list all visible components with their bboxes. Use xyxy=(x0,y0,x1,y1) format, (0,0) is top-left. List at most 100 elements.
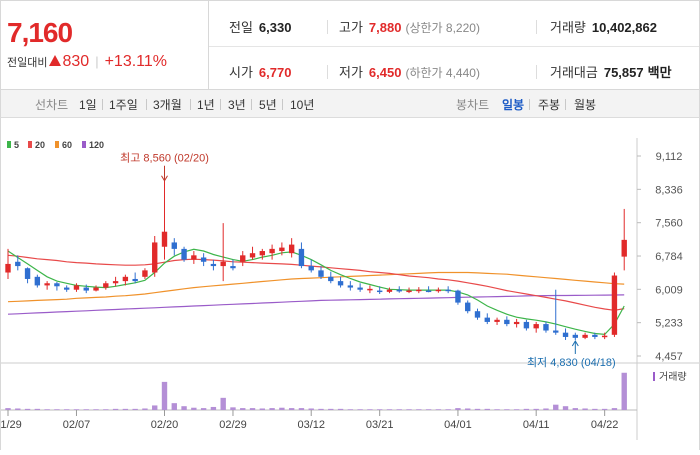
tab-monthly[interactable]: 월봉 xyxy=(574,98,597,112)
candle-body xyxy=(298,248,305,267)
tab-5y[interactable]: 5년 xyxy=(259,98,277,112)
x-tick-label: 02/29 xyxy=(219,419,247,431)
tab-1y[interactable]: 1년 xyxy=(197,98,215,112)
current-price: 7,160 xyxy=(7,17,73,48)
line-chart-label: 선차트 xyxy=(35,98,69,112)
candle-body xyxy=(63,287,70,290)
stat-label: 고가 xyxy=(339,20,363,35)
change-value: 830 xyxy=(62,53,90,70)
max-arrow-icon xyxy=(161,175,168,182)
volume-bar xyxy=(93,409,99,410)
volume-bar xyxy=(44,409,50,410)
volume-bar xyxy=(181,406,187,410)
tab-1w[interactable]: 1주일 xyxy=(109,98,138,112)
candle-body xyxy=(367,288,373,291)
divider xyxy=(327,65,328,79)
candle-body xyxy=(416,289,422,292)
candle-body xyxy=(386,289,393,292)
stat-label: 저가 xyxy=(339,65,363,80)
stat-label: 거래량 xyxy=(550,20,586,35)
y-tick-label: 4,457 xyxy=(655,351,683,363)
divider xyxy=(327,20,328,34)
volume-bar xyxy=(474,408,481,410)
candle-body xyxy=(24,268,31,279)
candle-body xyxy=(533,324,539,329)
volume-bar xyxy=(112,408,119,410)
volume-bar xyxy=(298,408,305,410)
legend-swatch xyxy=(82,141,86,148)
tab-1d[interactable]: 1일 xyxy=(79,98,97,112)
candle-body xyxy=(308,266,314,271)
volume-bar xyxy=(220,397,226,410)
candle-body xyxy=(474,311,481,318)
volume-bar xyxy=(152,405,158,410)
volume-bar xyxy=(122,408,129,410)
candle-body xyxy=(494,319,500,322)
stat-value: 75,857 xyxy=(603,65,644,80)
y-tick-label: 5,233 xyxy=(655,318,683,330)
volume-bar xyxy=(582,408,588,410)
ma60-line xyxy=(7,271,625,303)
candle-body xyxy=(210,263,217,267)
candle-body xyxy=(191,255,197,260)
candle-body xyxy=(200,257,207,262)
candle-body xyxy=(337,281,344,286)
volume-bar xyxy=(240,408,246,410)
candle-chart-label: 봉차트 xyxy=(456,98,490,112)
volume-bar xyxy=(24,408,31,410)
volume-bar xyxy=(83,409,89,410)
change-rate: +13.11% xyxy=(104,53,167,70)
candle-body xyxy=(73,285,80,290)
stat-value: 6,770 xyxy=(258,65,292,80)
candle-body xyxy=(240,255,246,262)
volume-bar xyxy=(73,409,80,410)
candle-body xyxy=(572,334,579,338)
candle-body xyxy=(220,261,226,267)
tab-weekly[interactable]: 주봉 xyxy=(538,98,561,112)
tab-3y[interactable]: 3년 xyxy=(228,98,246,112)
volume-bar xyxy=(171,403,177,410)
candle-body xyxy=(269,248,275,254)
x-tick-label: 01/29 xyxy=(1,419,22,431)
divider xyxy=(529,99,530,110)
candle-body xyxy=(142,270,148,277)
volume-bar xyxy=(523,408,530,410)
x-tick-label: 04/01 xyxy=(444,419,472,431)
candle-body xyxy=(259,251,266,256)
chart-period-toolbar: 선차트 1일 1주일 3개월 1년 3년 5년 10년 봉차트 일봉 주봉 월봉 xyxy=(0,90,700,118)
volume-bar xyxy=(210,406,217,410)
tab-3m[interactable]: 3개월 xyxy=(153,98,182,112)
candle-body xyxy=(15,261,21,267)
volume-bar xyxy=(592,408,598,410)
volume-bar xyxy=(562,406,569,410)
y-tick-label: 9,112 xyxy=(656,151,683,163)
candle-body xyxy=(328,276,334,282)
candle-body xyxy=(621,239,627,257)
volume-bar xyxy=(288,408,295,410)
candlestick-chart: 9,112 8,336 7,560 6,784 6,009 5,233 4,457 01/29… xyxy=(0,118,700,450)
candle-body xyxy=(592,334,598,337)
volume-bar xyxy=(200,408,207,410)
stat-trade-value: 거래대금 75,857 백만 xyxy=(550,62,672,81)
tab-10y[interactable]: 10년 xyxy=(290,98,315,112)
candle-body xyxy=(513,321,520,325)
candle-body xyxy=(181,248,187,260)
change-row: 전일대비 830 | +13.11% xyxy=(7,53,167,71)
candle-body xyxy=(44,283,50,286)
volume-bar xyxy=(455,408,461,410)
divider xyxy=(220,99,221,110)
candle-body xyxy=(54,283,60,287)
x-tick-label: 02/07 xyxy=(63,419,91,431)
ma120-line xyxy=(7,294,625,315)
ma5-line xyxy=(7,248,625,336)
candle-body xyxy=(396,289,402,292)
candle-body xyxy=(132,278,138,282)
tab-daily[interactable]: 일봉 xyxy=(502,98,525,112)
candle-body xyxy=(112,281,119,284)
candle-body xyxy=(230,266,236,269)
volume-bar xyxy=(416,409,422,410)
legend-swatch xyxy=(28,141,32,148)
legend-label: 20 xyxy=(35,140,45,150)
candle-body xyxy=(357,287,363,290)
candle-body xyxy=(152,242,158,273)
